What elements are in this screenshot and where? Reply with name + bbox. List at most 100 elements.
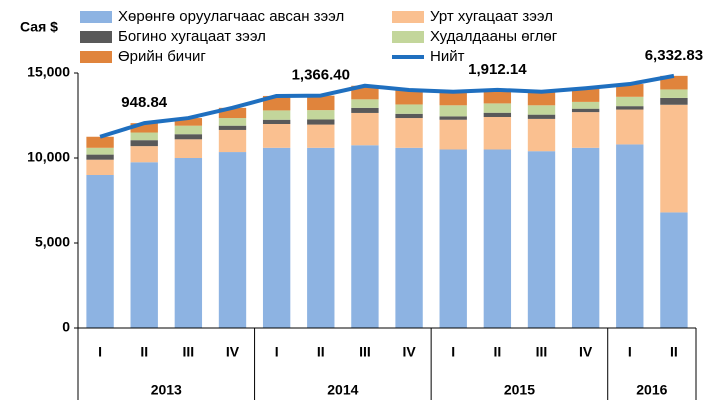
y-tick-label: 15,000 — [27, 64, 70, 80]
x-tick-label: II — [140, 344, 148, 360]
y-axis-label: Сая $ — [20, 19, 58, 35]
x-tick-label: I — [275, 344, 279, 360]
legend-swatch — [80, 51, 112, 63]
bar-segment — [218, 107, 247, 119]
bar-segment — [130, 140, 158, 147]
group-label: 2015 — [504, 382, 535, 398]
bar-segment — [527, 118, 556, 152]
bar-segment — [395, 90, 423, 105]
bar-segment — [660, 212, 688, 328]
bar-segment — [174, 158, 203, 328]
bar-segment — [262, 119, 291, 124]
bar-segment — [307, 95, 335, 111]
legend-label: Өрийн бичиг — [118, 48, 206, 65]
bar-segment — [527, 91, 556, 106]
legend-swatch — [80, 11, 112, 23]
bar-segment — [130, 162, 158, 328]
bar-segment — [660, 89, 688, 98]
bar-segment — [616, 144, 644, 328]
bar-segment — [218, 125, 247, 130]
legend-swatch — [392, 11, 424, 23]
legend-label: Нийт — [430, 48, 465, 65]
x-tick-label: I — [98, 344, 102, 360]
bar-segment — [351, 112, 379, 146]
bar-segment — [351, 99, 379, 108]
bar-segment — [439, 116, 467, 120]
bar-segment — [130, 123, 158, 133]
x-tick-label: IV — [579, 344, 593, 360]
group-label: 2013 — [151, 382, 182, 398]
bar-segment — [571, 101, 600, 109]
x-tick-label: II — [317, 344, 325, 360]
y-tick-label: 10,000 — [27, 149, 70, 165]
bar-segment — [571, 112, 600, 148]
bar-segment — [395, 104, 423, 114]
bar-segment — [218, 129, 247, 153]
bar-segment — [439, 119, 467, 150]
bar-segment — [130, 132, 158, 141]
value-label: 1,366.40 — [292, 67, 350, 84]
bar-segment — [86, 154, 114, 160]
bar-segment — [307, 147, 335, 328]
bar-segment — [483, 116, 512, 150]
value-label: 1,912.14 — [468, 61, 527, 78]
bar-segment — [571, 147, 600, 328]
bar-segment — [262, 147, 291, 328]
total-line — [99, 73, 675, 139]
bar-segment — [660, 97, 688, 105]
x-tick-label: II — [493, 344, 501, 360]
bar-segment — [527, 151, 556, 328]
x-tick-label: II — [670, 344, 678, 360]
group-label: 2014 — [327, 382, 358, 398]
bar-segment — [351, 107, 379, 113]
bar-segment — [86, 159, 114, 175]
legend-label: Худалдааны өглөг — [430, 28, 558, 45]
x-tick-label: IV — [402, 344, 416, 360]
bar-segment — [439, 105, 467, 117]
bar-segment — [616, 96, 644, 107]
y-tick-label: 0 — [62, 319, 70, 335]
bar-segment — [307, 124, 335, 148]
bar-segment — [218, 118, 247, 126]
bar-segment — [660, 104, 688, 213]
bar-segment — [86, 147, 114, 155]
bar-segment — [395, 118, 423, 148]
x-tick-label: III — [359, 344, 371, 360]
bar-segment — [571, 108, 600, 113]
bar-segment — [660, 75, 688, 90]
bar-segment — [616, 109, 644, 145]
bar-segment — [307, 110, 335, 120]
bar-segment — [616, 84, 644, 97]
bar-segment — [571, 88, 600, 102]
bar-segment — [262, 124, 291, 148]
bar-segment — [262, 110, 291, 120]
bar-segment — [616, 106, 644, 110]
legend-swatch — [392, 31, 424, 43]
legend-label: Хөрөнгө оруулагчаас авсан зээл — [118, 8, 344, 25]
bar-segment — [527, 105, 556, 115]
group-label: 2016 — [636, 382, 667, 398]
bar-segment — [483, 89, 512, 104]
legend-label: Урт хугацаат зээл — [430, 8, 553, 25]
x-tick-label: I — [451, 344, 455, 360]
bar-segment — [527, 114, 556, 119]
bar-segment — [86, 136, 114, 148]
bar-segment — [218, 152, 247, 328]
bar-segment — [395, 147, 423, 328]
legend-label: Богино хугацаат зээл — [118, 28, 266, 45]
y-tick-label: 5,000 — [35, 234, 70, 250]
bar-segment — [307, 119, 335, 125]
bar-segment — [174, 139, 203, 158]
bar-segment — [86, 175, 114, 328]
bar-segment — [351, 145, 379, 328]
x-tick-label: I — [628, 344, 632, 360]
bar-segment — [439, 91, 467, 106]
bar-segment — [130, 146, 158, 163]
bar-segment — [174, 118, 203, 126]
bar-segment — [439, 149, 467, 328]
bar-segment — [483, 112, 512, 117]
bar-segment — [174, 134, 203, 140]
bar-segment — [174, 125, 203, 135]
bar-segment — [483, 103, 512, 113]
